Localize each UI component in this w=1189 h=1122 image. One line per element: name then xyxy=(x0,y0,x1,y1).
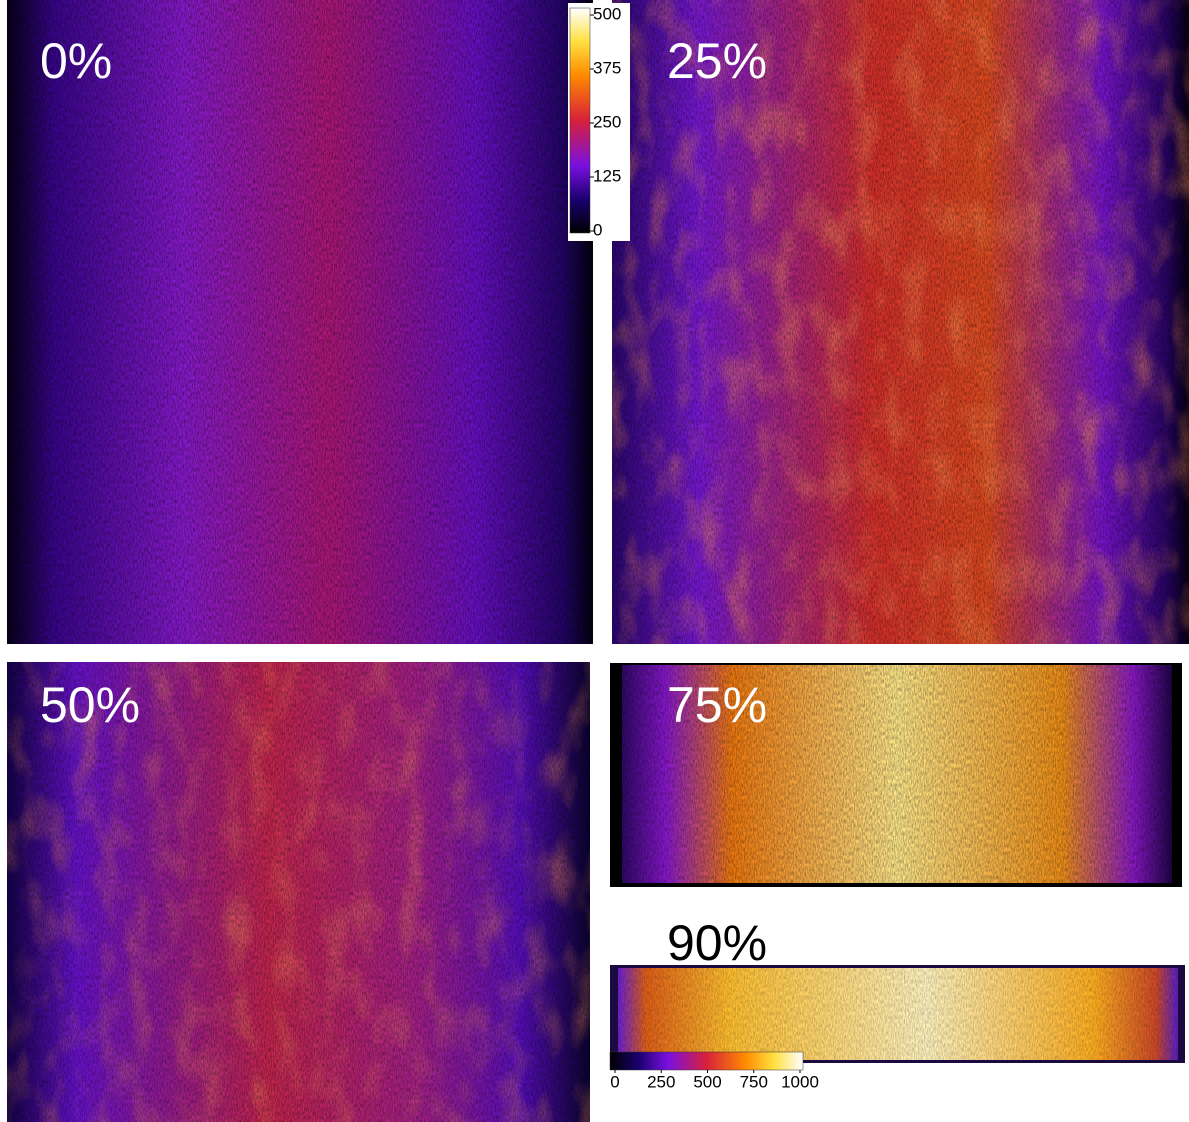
panel-0: 0% xyxy=(7,0,593,644)
panel-label: 50% xyxy=(40,677,140,733)
tick-label: 125 xyxy=(593,166,621,185)
panel-label: 0% xyxy=(40,33,112,89)
tick-label: 500 xyxy=(693,1072,721,1091)
panel-25: 25% xyxy=(612,0,1189,644)
panel-90: 90% xyxy=(610,915,1185,1063)
tick-label: 500 xyxy=(593,4,621,23)
tick-label: 1000 xyxy=(781,1072,819,1091)
tick-label: 0 xyxy=(610,1072,619,1091)
panel-label: 25% xyxy=(667,33,767,89)
colorbar-horizontal: 0 250 500 750 1000 xyxy=(609,1051,819,1091)
colorbar-vertical: 0 125 250 375 500 xyxy=(568,3,630,241)
panel-label: 90% xyxy=(667,915,767,971)
panel-75: 75% xyxy=(610,663,1182,887)
tick-label: 0 xyxy=(593,220,602,239)
tick-label: 250 xyxy=(593,112,621,131)
tick-label: 250 xyxy=(647,1072,675,1091)
panel-label: 75% xyxy=(667,677,767,733)
tick-label: 375 xyxy=(593,58,621,77)
tick-label: 750 xyxy=(740,1072,768,1091)
panel-50: 50% xyxy=(7,662,590,1122)
